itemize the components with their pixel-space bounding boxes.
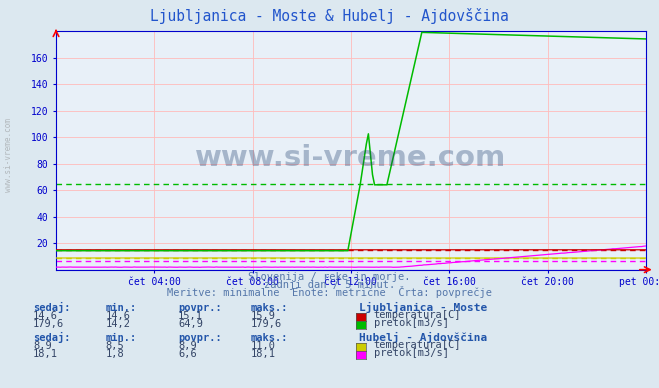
Text: 179,6: 179,6	[250, 319, 281, 329]
Text: min.:: min.:	[105, 303, 136, 313]
Text: 64,9: 64,9	[178, 319, 203, 329]
Text: temperatura[C]: temperatura[C]	[374, 340, 461, 350]
Text: sedaj:: sedaj:	[33, 333, 71, 343]
Text: zadnji dan / 5 minut.: zadnji dan / 5 minut.	[264, 280, 395, 290]
Text: 14,6: 14,6	[33, 311, 58, 321]
Text: povpr.:: povpr.:	[178, 333, 221, 343]
Text: Meritve: minimalne  Enote: metrične  Črta: povprečje: Meritve: minimalne Enote: metrične Črta:…	[167, 286, 492, 298]
Text: 8,9: 8,9	[178, 341, 196, 351]
Text: www.si-vreme.com: www.si-vreme.com	[195, 144, 507, 171]
Text: sedaj:: sedaj:	[33, 302, 71, 313]
Text: 18,1: 18,1	[33, 349, 58, 359]
Text: 14,6: 14,6	[105, 311, 130, 321]
Text: 8,9: 8,9	[33, 341, 51, 351]
Text: 8,5: 8,5	[105, 341, 124, 351]
Text: 15,1: 15,1	[178, 311, 203, 321]
Text: 6,6: 6,6	[178, 349, 196, 359]
Text: min.:: min.:	[105, 333, 136, 343]
Text: 18,1: 18,1	[250, 349, 275, 359]
Text: povpr.:: povpr.:	[178, 303, 221, 313]
Text: www.si-vreme.com: www.si-vreme.com	[4, 118, 13, 192]
Text: Slovenija / reke in morje.: Slovenija / reke in morje.	[248, 272, 411, 282]
Text: 1,8: 1,8	[105, 349, 124, 359]
Text: Ljubljanica - Moste: Ljubljanica - Moste	[359, 302, 488, 313]
Text: maks.:: maks.:	[250, 303, 288, 313]
Text: pretok[m3/s]: pretok[m3/s]	[374, 348, 449, 358]
Text: maks.:: maks.:	[250, 333, 288, 343]
Text: Hubelj - Ajdovščina: Hubelj - Ajdovščina	[359, 333, 488, 343]
Text: 14,2: 14,2	[105, 319, 130, 329]
Text: Ljubljanica - Moste & Hubelj - Ajdovščina: Ljubljanica - Moste & Hubelj - Ajdovščin…	[150, 8, 509, 24]
Text: 15,9: 15,9	[250, 311, 275, 321]
Text: pretok[m3/s]: pretok[m3/s]	[374, 318, 449, 328]
Text: temperatura[C]: temperatura[C]	[374, 310, 461, 320]
Text: 11,0: 11,0	[250, 341, 275, 351]
Text: 179,6: 179,6	[33, 319, 64, 329]
